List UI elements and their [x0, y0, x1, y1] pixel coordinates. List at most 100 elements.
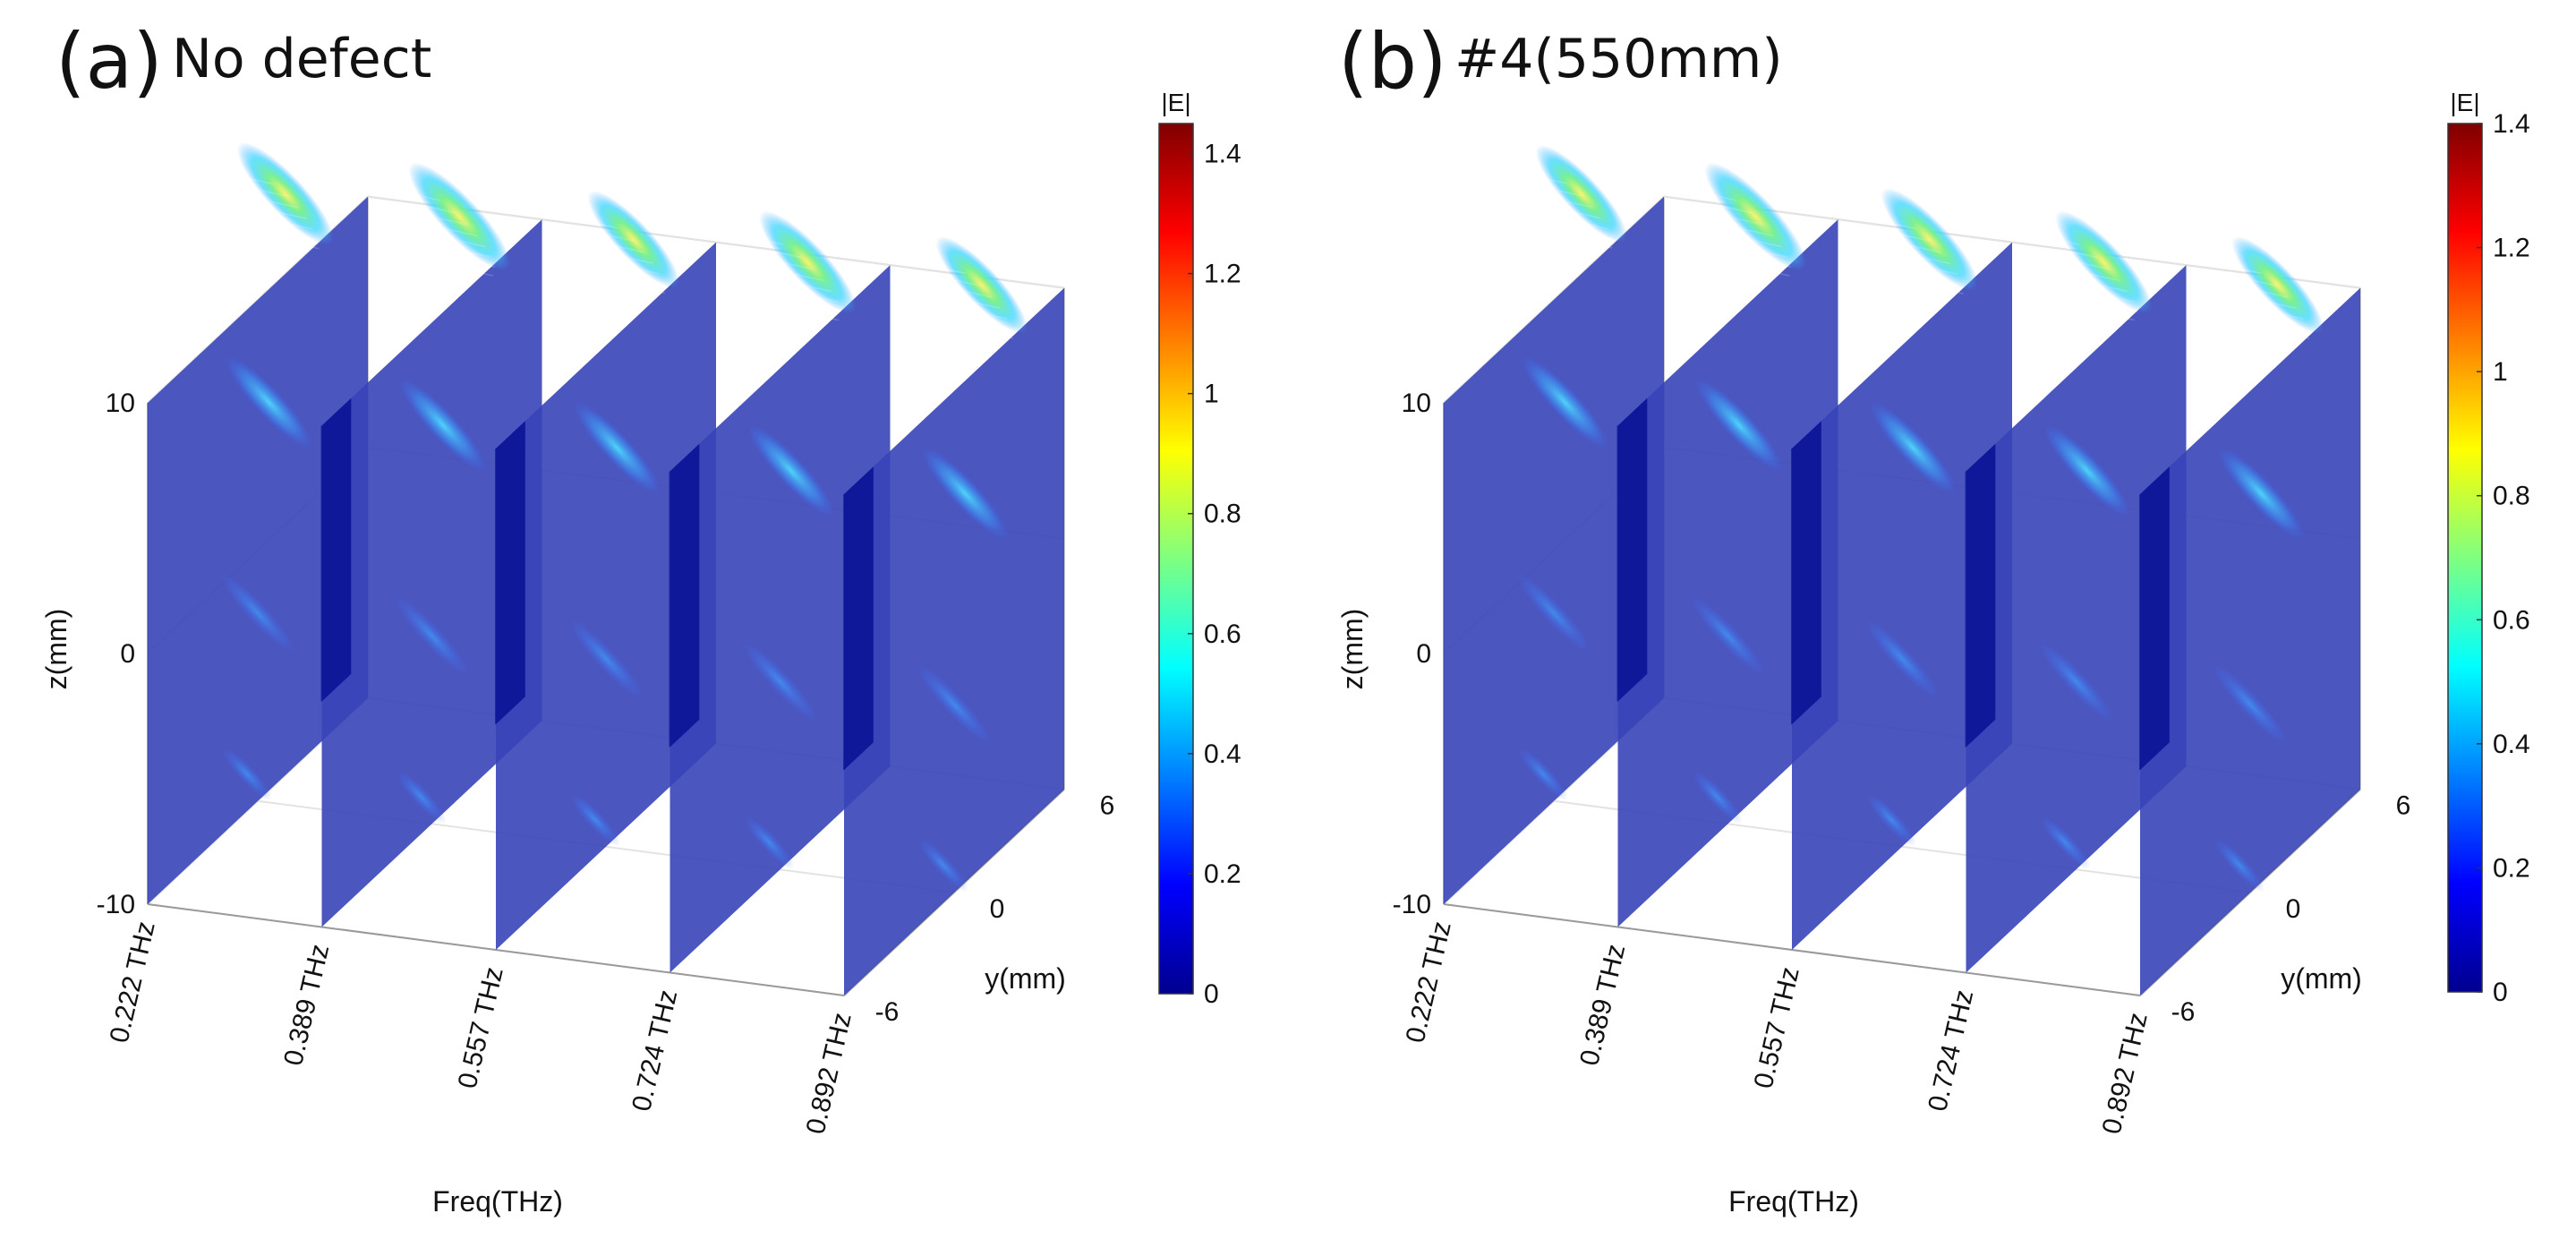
colorbar-tick-label: 1.2	[1204, 260, 1241, 289]
colorbar-scale	[2447, 123, 2483, 993]
slice-shadow	[1966, 443, 1996, 748]
slice-shadow	[1617, 397, 1648, 702]
x-tick-label: 0.892 THz	[801, 1010, 857, 1137]
field-lobe	[1869, 400, 1958, 495]
colorbar-scale	[1158, 123, 1194, 995]
field-tail	[569, 792, 620, 847]
field-fringes	[2062, 240, 2138, 321]
field-tail	[1691, 769, 1743, 824]
x-tick-label: 0.222 THz	[105, 919, 161, 1046]
field-tail	[393, 594, 471, 678]
field-lobe	[746, 423, 835, 518]
field-tail	[395, 769, 447, 824]
colorbar-tick-label: 0.4	[2493, 730, 2530, 759]
x-tick-label: 0.389 THz	[278, 942, 335, 1069]
slice-plane	[1792, 242, 2012, 951]
slice-plane	[1444, 196, 1664, 905]
field-lobe	[1694, 378, 1783, 473]
colorbar: 0 0.2 0.4 0.6 0.8 1 1.2 1.4 |E|	[2447, 89, 2530, 1007]
slice-0557	[1791, 188, 2012, 951]
slice-0389	[1616, 162, 1838, 927]
field-fringes	[2238, 265, 2310, 342]
field-tail	[915, 662, 994, 746]
field-fringes	[1541, 174, 1614, 251]
field-tail	[1517, 747, 1568, 801]
field-peak	[1535, 145, 1627, 243]
slice-0222	[1444, 145, 1664, 905]
slice-0389	[320, 162, 542, 927]
field-fringes	[942, 265, 1014, 342]
slice-0724	[669, 210, 891, 973]
field-tail	[2037, 640, 2115, 723]
field-tail	[2213, 838, 2265, 893]
panel-title: No defect	[172, 28, 431, 90]
field-peak	[759, 210, 857, 314]
field-lobe	[921, 446, 1010, 541]
field-peak	[2231, 236, 2324, 334]
slice-plane	[1617, 219, 1838, 927]
slice-0892	[2139, 236, 2360, 996]
slice-edge	[2139, 494, 2140, 770]
x-tick-label: 0.892 THz	[2097, 1010, 2154, 1137]
field-lobe	[2043, 423, 2131, 518]
field-peak	[236, 142, 334, 245]
colorbar-tick-label: 0.2	[2493, 853, 2530, 883]
slice-0724	[1965, 210, 2187, 973]
x-tick-label: 0.222 THz	[1401, 919, 1457, 1046]
colorbar-label: |E|	[1161, 89, 1190, 116]
z-axis-label: z(mm)	[1336, 609, 1369, 690]
slice-edge	[1616, 425, 1618, 702]
field-tail	[917, 838, 968, 893]
field-lobe	[225, 355, 313, 449]
slice-edge	[843, 494, 844, 770]
field-peak	[587, 191, 679, 288]
z-tick-label: -10	[1393, 890, 1431, 919]
y-tick-label: -6	[2171, 997, 2196, 1027]
field-tail	[2211, 662, 2290, 746]
y-axis-label: y(mm)	[2281, 962, 2362, 995]
y-tick-label: 0	[990, 894, 1005, 924]
y-tick-label: 0	[2286, 894, 2301, 924]
slice-plane	[148, 196, 368, 905]
z-axis-label: z(mm)	[40, 609, 73, 690]
colorbar-tick-label: 0.8	[1204, 500, 1241, 529]
field-peak	[935, 236, 1028, 334]
field-fringes	[243, 172, 320, 252]
field-fringes	[1888, 218, 1964, 298]
field-peak	[1881, 188, 1978, 291]
field-fringes	[1711, 192, 1792, 278]
x-axis-label: Freq(THz)	[432, 1185, 563, 1218]
z-tick-label: 0	[120, 639, 135, 669]
panel-letter: (b)	[1338, 17, 1447, 107]
y-tick-label: -6	[875, 997, 900, 1027]
colorbar-tick-label: 0.2	[1204, 859, 1241, 889]
colorbar-tick-label: 0.6	[1204, 620, 1241, 649]
y-tick-label: 6	[2396, 791, 2411, 821]
slice-shadow	[2140, 466, 2170, 770]
colorbar-tick-label: 1.2	[2493, 234, 2530, 263]
colorbar-tick-label: 0.4	[1204, 739, 1241, 769]
field-fringes	[766, 240, 842, 321]
x-tick-label: 0.389 THz	[1574, 942, 1631, 1069]
panel-letter: (a)	[55, 17, 163, 107]
slice-shadow	[321, 397, 352, 702]
slice-plane	[1966, 265, 2187, 973]
x-tick-label: 0.557 THz	[453, 964, 509, 1091]
field-lobe	[1521, 355, 1609, 449]
field-tail	[1865, 792, 1916, 847]
field-lobe	[573, 400, 661, 495]
field-tail	[2039, 815, 2091, 869]
field-tail	[1514, 571, 1593, 654]
z-tick-label: 10	[106, 389, 135, 418]
field-lobe	[398, 378, 487, 473]
field-fringes	[415, 192, 496, 278]
slice-shadow	[1792, 421, 1821, 724]
field-lobe	[2217, 446, 2306, 541]
x-axis-label: Freq(THz)	[1728, 1185, 1859, 1218]
x-tick-label: 0.557 THz	[1749, 964, 1805, 1091]
slice-shadow	[670, 443, 700, 748]
slice-0557	[495, 191, 716, 951]
